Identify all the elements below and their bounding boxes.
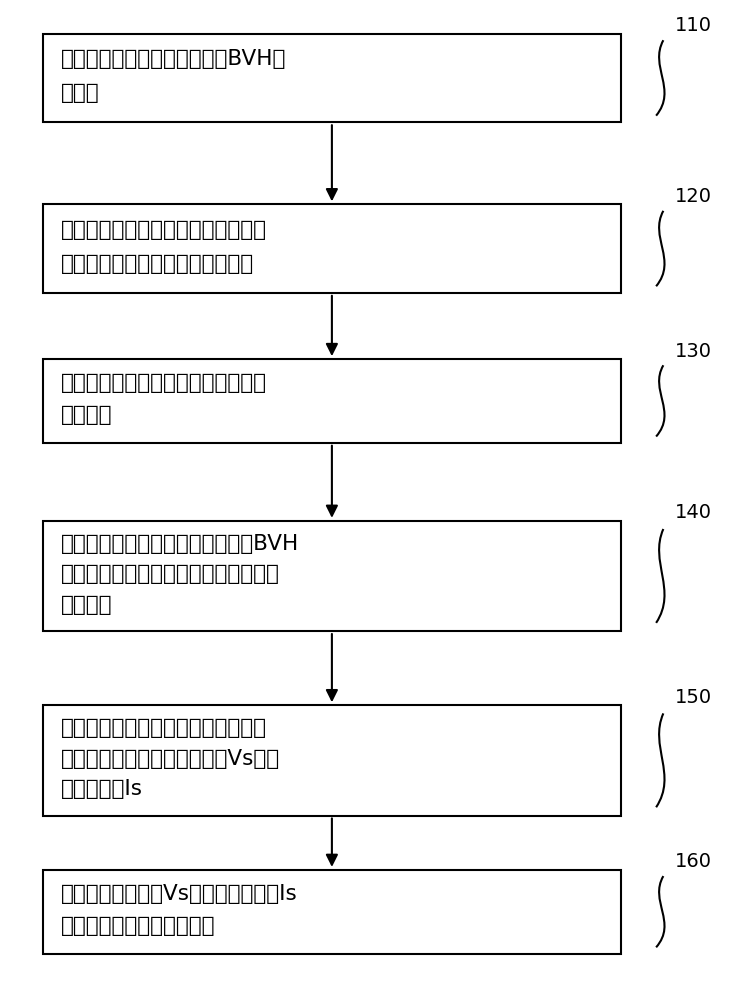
Text: 递归遍历稀疏四叉树，并利用所述BVH: 递归遍历稀疏四叉树，并利用所述BVH (61, 534, 300, 554)
Text: 基于剖分平面进行模型切割，提取横: 基于剖分平面进行模型切割，提取横 (61, 220, 267, 240)
Text: 遍历稀疏四叉树根据交叉情况进行剖: 遍历稀疏四叉树根据交叉情况进行剖 (61, 718, 267, 738)
Text: 交叉情况: 交叉情况 (61, 595, 113, 615)
Text: 疏四叉树: 疏四叉树 (61, 405, 113, 425)
Text: 130: 130 (675, 342, 712, 361)
Text: 提取模型中三角形数据，构建BVH加: 提取模型中三角形数据，构建BVH加 (61, 49, 286, 69)
FancyBboxPatch shape (43, 34, 620, 122)
Text: 基于三角形顶点集Vs与三角形序号集Is: 基于三角形顶点集Vs与三角形序号集Is (61, 884, 298, 904)
Text: 利用处理后的所述横截面数据构建稀: 利用处理后的所述横截面数据构建稀 (61, 373, 267, 393)
FancyBboxPatch shape (43, 359, 620, 443)
Text: 160: 160 (675, 852, 712, 871)
Text: 加速结构判定四叉树叶子节点与模型的: 加速结构判定四叉树叶子节点与模型的 (61, 564, 280, 584)
Text: 在三维引擎中生成网格模型: 在三维引擎中生成网格模型 (61, 916, 216, 936)
FancyBboxPatch shape (43, 204, 620, 293)
Text: 140: 140 (675, 503, 712, 522)
FancyBboxPatch shape (43, 870, 620, 954)
Text: 面三角化，获取三角形顶点集Vs与三: 面三角化，获取三角形顶点集Vs与三 (61, 749, 280, 769)
Text: 110: 110 (675, 16, 712, 35)
FancyBboxPatch shape (43, 705, 620, 816)
Text: 速结构: 速结构 (61, 83, 99, 103)
FancyBboxPatch shape (43, 521, 620, 631)
Text: 角形序号集Is: 角形序号集Is (61, 779, 143, 799)
Text: 120: 120 (675, 187, 712, 206)
Text: 截面数据，并对横截面数据预处理: 截面数据，并对横截面数据预处理 (61, 254, 254, 274)
Text: 150: 150 (675, 688, 712, 707)
